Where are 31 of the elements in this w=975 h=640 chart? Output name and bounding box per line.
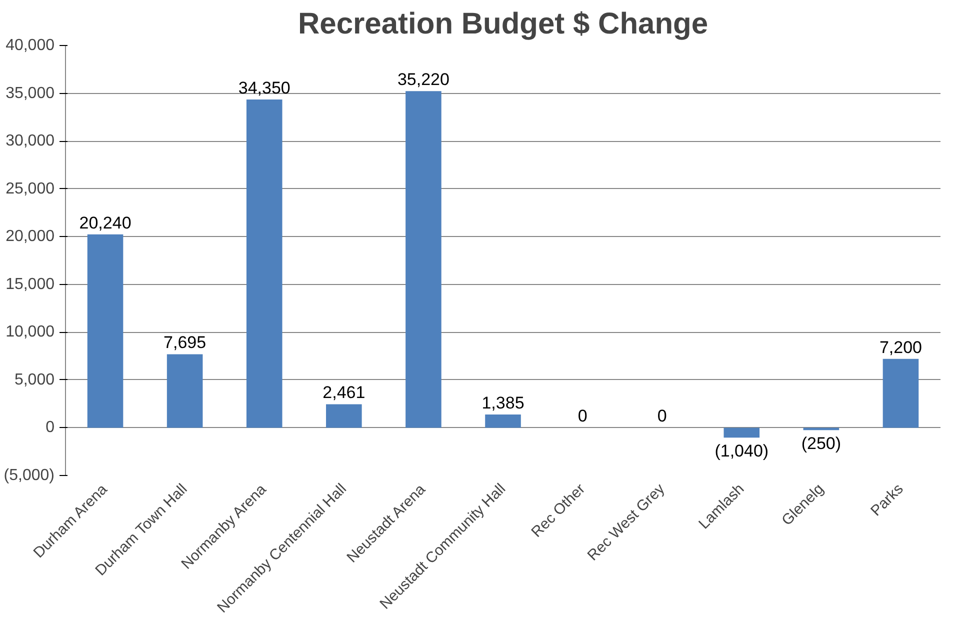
bar xyxy=(326,404,362,428)
data-label: 0 xyxy=(657,406,667,426)
data-label: 7,200 xyxy=(879,338,922,357)
bar xyxy=(87,234,124,428)
y-tick-label: 25,000 xyxy=(6,180,55,198)
bar xyxy=(166,354,203,428)
y-tick-label: 20,000 xyxy=(6,228,55,246)
y-tick-label: (5,000) xyxy=(4,467,55,484)
data-label: 2,461 xyxy=(322,383,366,402)
y-tick-label: 40,000 xyxy=(6,37,55,54)
data-label: 35,220 xyxy=(397,70,450,90)
y-tick-label: 35,000 xyxy=(6,84,55,102)
data-label: 34,350 xyxy=(238,78,290,98)
y-tick-label: 0 xyxy=(46,419,55,436)
data-label: 0 xyxy=(578,406,588,426)
data-label: 7,695 xyxy=(164,333,206,352)
data-label: 20,240 xyxy=(79,213,132,232)
data-label: 1,385 xyxy=(482,393,524,412)
bar xyxy=(724,428,760,438)
chart-title: Recreation Budget $ Change xyxy=(298,8,708,40)
y-tick-label: 30,000 xyxy=(6,132,55,150)
bar xyxy=(246,99,282,428)
bar xyxy=(803,428,840,430)
bar xyxy=(485,414,521,428)
bar xyxy=(406,91,442,428)
data-label: (1,040) xyxy=(714,442,769,461)
y-tick-label: 10,000 xyxy=(6,324,55,341)
data-label: (250) xyxy=(801,434,842,454)
bar xyxy=(882,358,919,428)
y-tick-label: 5,000 xyxy=(14,371,55,388)
y-tick-label: 15,000 xyxy=(6,276,55,293)
